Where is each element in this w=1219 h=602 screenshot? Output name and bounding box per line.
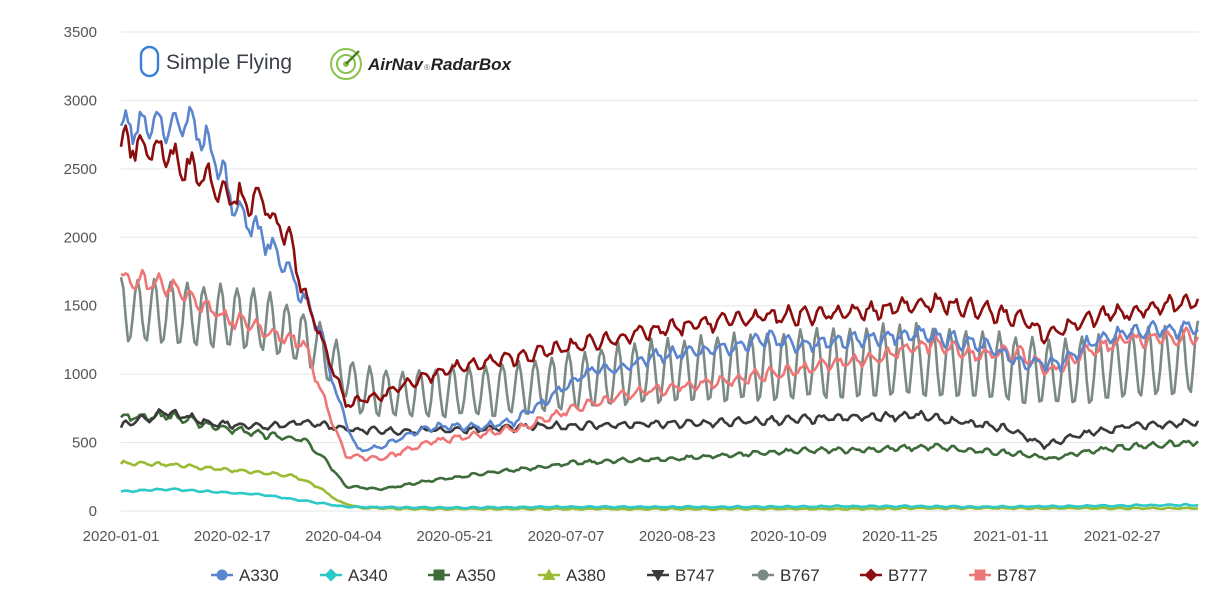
x-tick-label: 2020-04-04	[305, 528, 382, 545]
legend-marker	[864, 568, 878, 582]
airnav-wordmark: AirNav®RadarBox	[367, 55, 513, 74]
x-tick-label: 2020-01-01	[83, 528, 160, 545]
y-tick-label: 1500	[64, 298, 97, 315]
y-tick-label: 2000	[64, 229, 97, 246]
radar-icon	[330, 48, 362, 80]
legend-marker	[757, 569, 769, 581]
x-tick-label: 2020-10-09	[750, 528, 827, 545]
x-axis-ticks: 2020-01-01 2020-02-17 2020-04-04 2020-05-21…	[83, 528, 1161, 545]
series-line-a380	[119, 459, 1199, 512]
simple-flying-icon	[139, 45, 160, 78]
y-tick-label: 2500	[64, 161, 97, 178]
legend-marker	[651, 570, 665, 582]
series-line-a340	[120, 487, 1199, 510]
y-axis-ticks: 0 500 1000 1500 2000 2500 3000 3500	[64, 24, 97, 520]
series-line-b777	[119, 124, 1200, 409]
x-tick-label: 2020-05-21	[416, 528, 493, 545]
y-tick-label: 3500	[64, 24, 97, 41]
legend-item-a350[interactable]: A350	[428, 566, 496, 585]
legend-label: B777	[888, 566, 928, 585]
legend-marker	[974, 569, 986, 581]
legend-item-b767[interactable]: B767	[752, 566, 820, 585]
legend-marker	[433, 569, 445, 581]
legend-label: B767	[780, 566, 820, 585]
legend-item-b747[interactable]: B747	[647, 566, 715, 585]
legend-marker	[216, 569, 228, 581]
legend-label: B747	[675, 566, 715, 585]
legend-item-b787[interactable]: B787	[969, 566, 1037, 585]
legend-label: A330	[239, 566, 279, 585]
x-tick-label: 2020-08-23	[639, 528, 716, 545]
y-tick-label: 0	[89, 503, 97, 520]
series-line-b767	[119, 276, 1200, 419]
series-line-a330	[119, 105, 1200, 453]
gridlines	[121, 31, 1198, 512]
x-tick-label: 2020-07-07	[528, 528, 605, 545]
simple-flying-wordmark: Simple Flying	[166, 51, 292, 74]
legend-marker	[324, 568, 338, 582]
x-tick-label: 2020-11-25	[862, 528, 938, 545]
legend-marker	[542, 568, 556, 580]
legend-label: B787	[997, 566, 1037, 585]
series-line-b747	[119, 408, 1200, 450]
airnav-logo: AirNav®RadarBox	[330, 48, 513, 80]
series-line-a350	[120, 409, 1199, 492]
y-tick-label: 3000	[64, 92, 97, 109]
legend: A330 A340 A350 A380 B747 B767 B777 B787	[211, 566, 1037, 585]
legend-label: A340	[348, 566, 388, 585]
y-tick-label: 500	[72, 435, 97, 452]
legend-item-a340[interactable]: A340	[320, 566, 388, 585]
legend-item-a330[interactable]: A330	[211, 566, 279, 585]
x-tick-label: 2021-01-11	[973, 528, 1049, 545]
legend-item-a380[interactable]: A380	[538, 566, 606, 585]
legend-label: A380	[566, 566, 606, 585]
simple-flying-logo: Simple Flying	[139, 45, 292, 78]
legend-item-b777[interactable]: B777	[860, 566, 928, 585]
x-tick-label: 2021-02-27	[1084, 528, 1161, 545]
x-tick-label: 2020-02-17	[194, 528, 271, 545]
legend-label: A350	[456, 566, 496, 585]
y-tick-label: 1000	[64, 366, 97, 383]
series-lines	[119, 105, 1200, 512]
series-line-b787	[120, 268, 1200, 462]
